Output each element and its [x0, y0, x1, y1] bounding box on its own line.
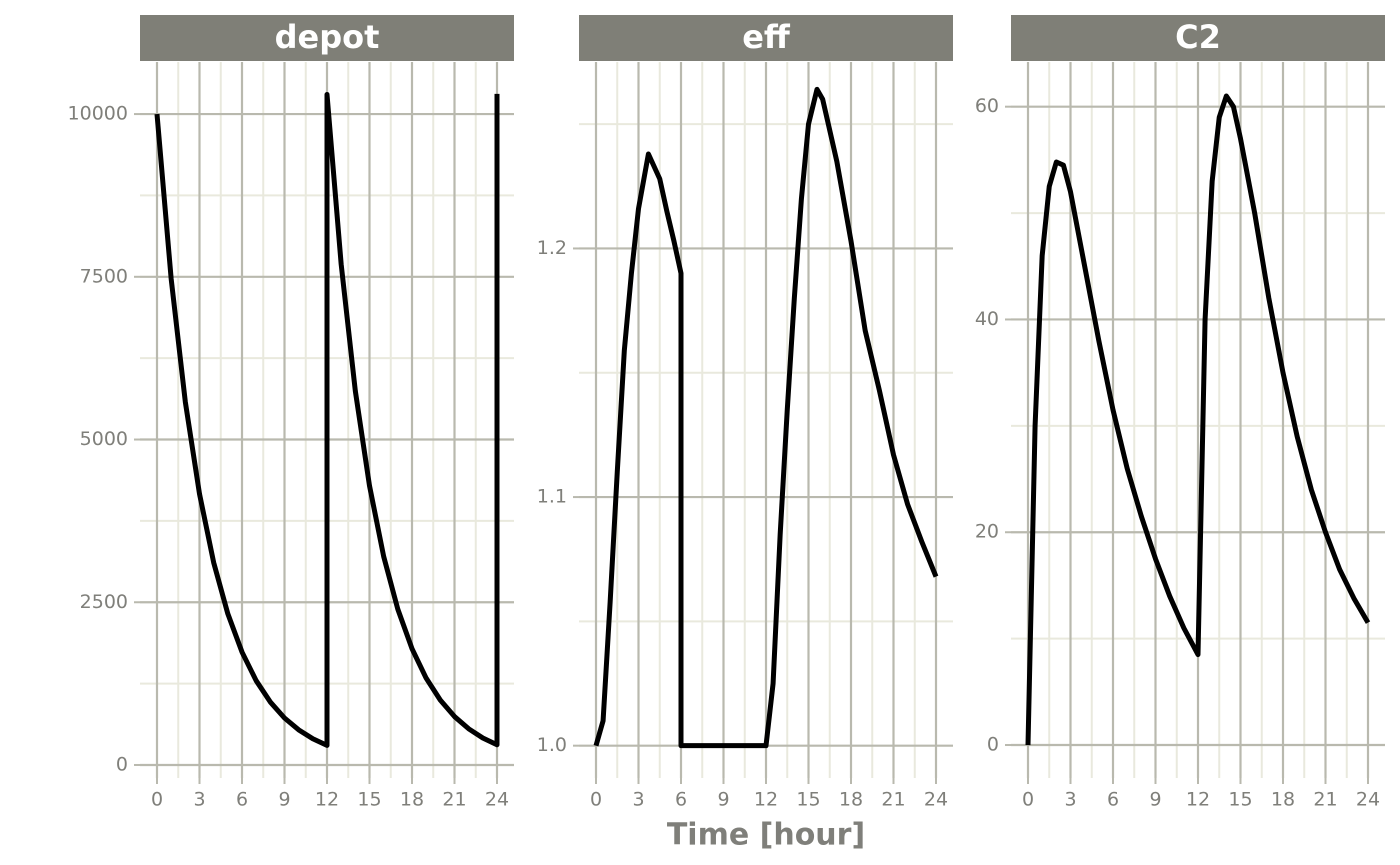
y-tick-label: 1.1: [537, 486, 567, 508]
x-tick-label: 3: [193, 789, 205, 811]
x-tick-label: 24: [485, 789, 509, 811]
y-tick-label: 60: [975, 95, 999, 117]
x-tick-label: 12: [1186, 789, 1210, 811]
x-tick-label: 3: [632, 789, 644, 811]
x-tick-label: 6: [1107, 789, 1119, 811]
x-tick-label: 9: [1149, 789, 1161, 811]
x-tick-label: 15: [357, 789, 381, 811]
line: [1025, 93, 1371, 746]
y-tick-label: 0: [116, 753, 128, 775]
y-tick-label: 1.2: [537, 237, 567, 259]
x-tick-label: 18: [1271, 789, 1295, 811]
x-tick-label: 0: [151, 789, 163, 811]
panel-title: C2: [1175, 18, 1221, 56]
x-tick-label: 15: [796, 789, 820, 811]
x-tick-label: 21: [1313, 789, 1337, 811]
panel-title: depot: [275, 18, 380, 56]
strip: [140, 15, 514, 61]
x-tick-label: 0: [590, 789, 602, 811]
x-tick-label: 18: [839, 789, 863, 811]
y-tick-label: 40: [975, 308, 999, 330]
x-tick-label: 15: [1228, 789, 1252, 811]
x-tick-label: 24: [1356, 789, 1380, 811]
x-axis-label: Time [hour]: [667, 818, 865, 853]
x-tick-label: 21: [881, 789, 905, 811]
panel-title: eff: [742, 18, 791, 56]
x-tick-label: 6: [675, 789, 687, 811]
x-tick-label: 18: [400, 789, 424, 811]
line: [593, 86, 939, 749]
x-tick-label: 9: [717, 789, 729, 811]
y-tick-label: 0: [987, 734, 999, 756]
y-tick-label: 7500: [80, 265, 128, 287]
x-tick-label: 9: [278, 789, 290, 811]
x-tick-label: 0: [1022, 789, 1034, 811]
x-tick-label: 6: [236, 789, 248, 811]
y-tick-label: 2500: [80, 591, 128, 613]
x-tick-label: 12: [754, 789, 778, 811]
y-tick-label: 20: [975, 521, 999, 543]
x-tick-label: 24: [924, 789, 948, 811]
y-tick-label: 1.0: [537, 734, 567, 756]
x-tick-label: 21: [442, 789, 466, 811]
y-tick-label: 10000: [68, 103, 128, 125]
line: [154, 91, 500, 748]
x-tick-label: 12: [315, 789, 339, 811]
strip: [1011, 15, 1385, 61]
y-tick-label: 5000: [80, 428, 128, 450]
strip: [579, 15, 953, 61]
x-tick-label: 3: [1064, 789, 1076, 811]
